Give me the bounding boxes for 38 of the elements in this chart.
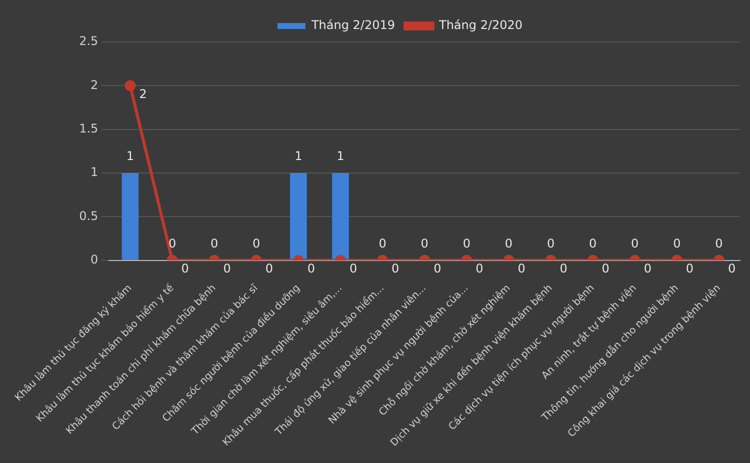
data-label: 0 [210, 236, 218, 250]
data-label: 1 [294, 149, 302, 164]
data-label: 0 [673, 236, 681, 250]
data-label: 0 [686, 261, 694, 276]
y-tick-label: 1.5 [79, 121, 98, 136]
y-tick-label: 2.5 [79, 34, 98, 48]
legend-label: Tháng 2/2020 [438, 18, 523, 32]
data-label: 1 [126, 149, 134, 164]
data-label: 0 [644, 261, 652, 276]
data-label: 0 [392, 261, 400, 276]
y-tick-label: 0 [90, 252, 98, 266]
data-label: 0 [307, 261, 316, 276]
data-label: 0 [560, 261, 568, 276]
data-label: 0 [462, 236, 470, 250]
data-label: 0 [223, 261, 231, 276]
data-label: 0 [631, 236, 639, 250]
data-label: 0 [518, 261, 526, 276]
data-label: 0 [181, 261, 189, 276]
data-label: 0 [715, 236, 723, 250]
data-label: 0 [168, 236, 176, 250]
data-label: 0 [504, 236, 513, 250]
data-label: 1 [336, 149, 344, 164]
y-tick-label: 2 [90, 78, 98, 92]
y-tick-label: 1 [90, 165, 98, 180]
data-label: 0 [420, 236, 428, 250]
data-label: 0 [434, 261, 442, 276]
data-label: 0 [252, 236, 260, 250]
data-label: 0 [378, 236, 386, 250]
data-label: 0 [602, 261, 610, 276]
y-tick-label: 0.5 [79, 208, 98, 223]
data-label: 0 [588, 236, 597, 250]
legend-label: Tháng 2/2019 [310, 18, 396, 32]
data-label: 0 [546, 236, 555, 250]
data-label: 0 [476, 261, 484, 276]
data-label: 0 [728, 261, 736, 276]
data-label: 2 [139, 86, 147, 101]
data-label: 0 [265, 261, 274, 276]
data-label: 0 [349, 261, 358, 276]
